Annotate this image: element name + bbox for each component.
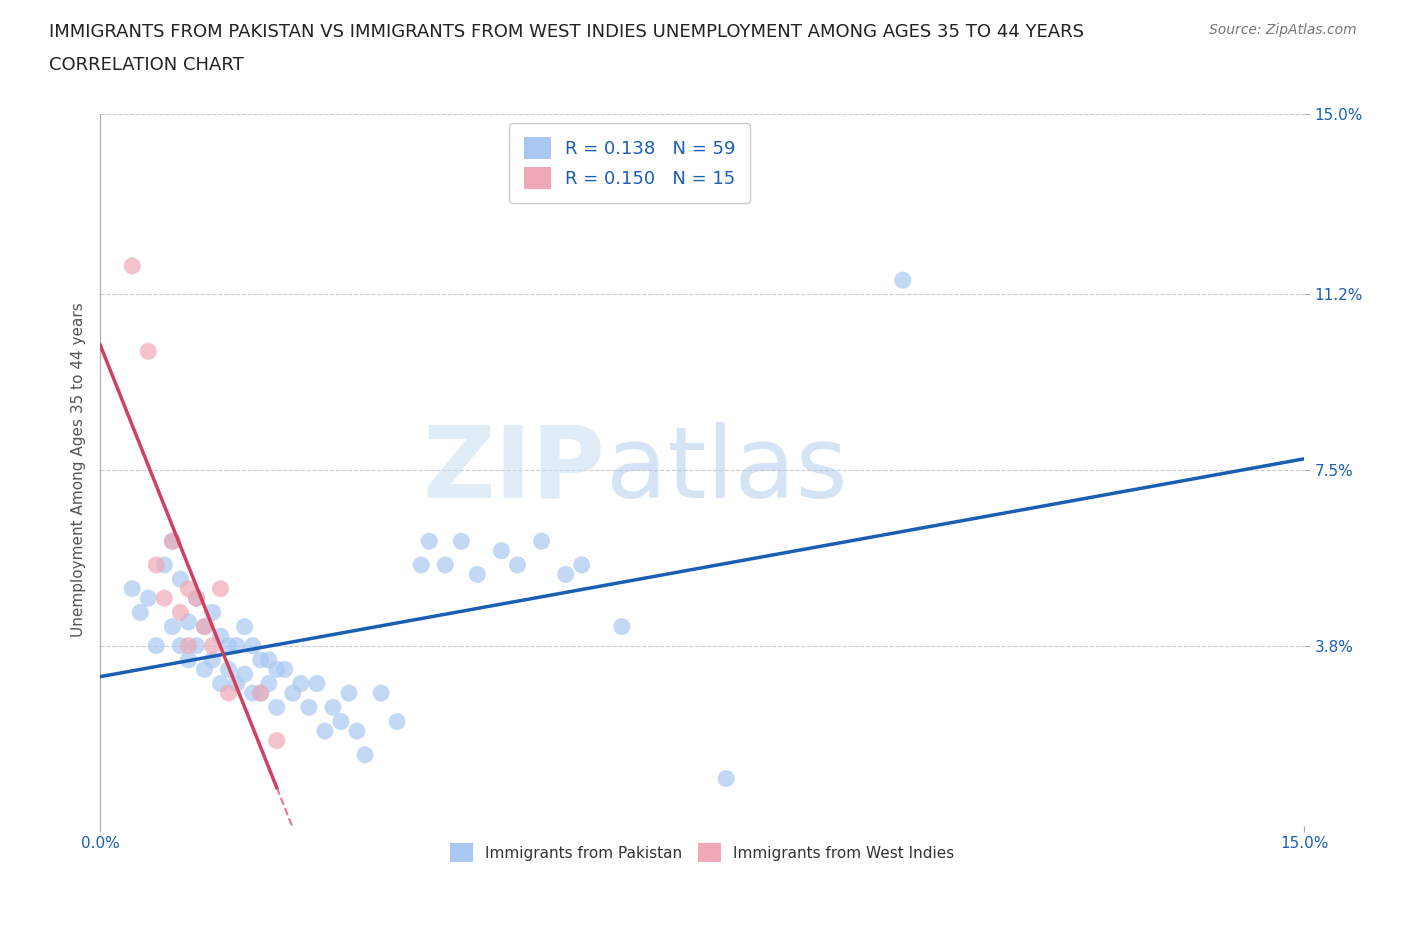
Point <box>186 591 208 605</box>
Text: ZIP: ZIP <box>423 421 606 519</box>
Point <box>242 638 264 653</box>
Point <box>162 534 184 549</box>
Point <box>177 638 200 653</box>
Point <box>281 685 304 700</box>
Point <box>218 662 240 677</box>
Point <box>209 581 232 596</box>
Point <box>266 700 288 715</box>
Point <box>218 685 240 700</box>
Point <box>385 714 408 729</box>
Point <box>121 581 143 596</box>
Point <box>129 605 152 620</box>
Text: IMMIGRANTS FROM PAKISTAN VS IMMIGRANTS FROM WEST INDIES UNEMPLOYMENT AMONG AGES : IMMIGRANTS FROM PAKISTAN VS IMMIGRANTS F… <box>49 23 1084 41</box>
Point <box>169 605 191 620</box>
Point <box>266 733 288 748</box>
Point <box>193 619 215 634</box>
Point <box>249 685 271 700</box>
Point <box>193 619 215 634</box>
Point <box>169 572 191 587</box>
Point <box>249 685 271 700</box>
Point <box>136 344 159 359</box>
Point <box>714 771 737 786</box>
Point <box>274 662 297 677</box>
Point <box>346 724 368 738</box>
Point <box>530 534 553 549</box>
Point <box>201 653 224 668</box>
Point <box>242 685 264 700</box>
Point <box>329 714 352 729</box>
Point <box>209 629 232 644</box>
Text: CORRELATION CHART: CORRELATION CHART <box>49 56 245 73</box>
Point <box>257 653 280 668</box>
Y-axis label: Unemployment Among Ages 35 to 44 years: Unemployment Among Ages 35 to 44 years <box>72 302 86 637</box>
Point <box>201 605 224 620</box>
Point <box>193 662 215 677</box>
Point <box>290 676 312 691</box>
Point <box>136 591 159 605</box>
Point <box>411 557 433 572</box>
Legend: Immigrants from Pakistan, Immigrants from West Indies: Immigrants from Pakistan, Immigrants fro… <box>444 837 960 869</box>
Point <box>153 557 176 572</box>
Point <box>209 676 232 691</box>
Point <box>266 662 288 677</box>
Point <box>467 567 489 582</box>
Text: Source: ZipAtlas.com: Source: ZipAtlas.com <box>1209 23 1357 37</box>
Point <box>322 700 344 715</box>
Point <box>257 676 280 691</box>
Point <box>145 638 167 653</box>
Point <box>186 591 208 605</box>
Point <box>506 557 529 572</box>
Point <box>186 638 208 653</box>
Text: atlas: atlas <box>606 421 848 519</box>
Point <box>201 638 224 653</box>
Point <box>233 619 256 634</box>
Point <box>225 676 247 691</box>
Point <box>233 667 256 682</box>
Point <box>305 676 328 691</box>
Point <box>153 591 176 605</box>
Point <box>298 700 321 715</box>
Point <box>418 534 440 549</box>
Point <box>554 567 576 582</box>
Point <box>891 272 914 287</box>
Point <box>370 685 392 700</box>
Point <box>354 748 377 763</box>
Point <box>491 543 513 558</box>
Point <box>169 638 191 653</box>
Point <box>162 619 184 634</box>
Point <box>218 638 240 653</box>
Point <box>177 581 200 596</box>
Point <box>337 685 360 700</box>
Point <box>145 557 167 572</box>
Point <box>225 638 247 653</box>
Point <box>162 534 184 549</box>
Point <box>314 724 336 738</box>
Point <box>249 653 271 668</box>
Point <box>177 653 200 668</box>
Point <box>450 534 472 549</box>
Point <box>610 619 633 634</box>
Point <box>121 259 143 273</box>
Point <box>571 557 593 572</box>
Point <box>177 615 200 630</box>
Point <box>434 557 457 572</box>
